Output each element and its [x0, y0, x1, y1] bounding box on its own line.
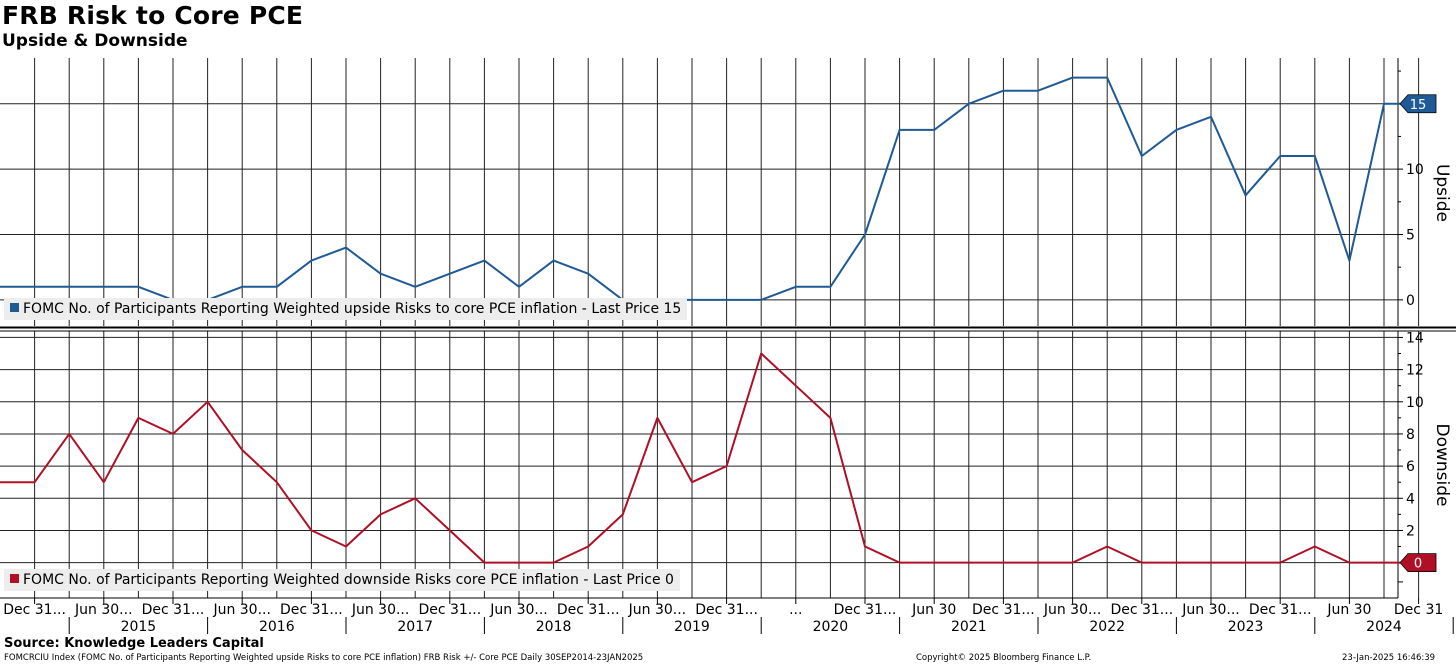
year-label: 2017 — [397, 619, 433, 635]
year-label: 2020 — [813, 619, 849, 635]
year-label: 2018 — [536, 619, 572, 635]
year-label: 2021 — [951, 619, 987, 635]
upside-legend-text: FOMC No. of Participants Reporting Weigh… — [23, 301, 682, 317]
x-tick-label: Jun 30 — [1326, 602, 1371, 618]
x-tick-label: Dec 31... — [695, 602, 758, 618]
upside-series-line — [0, 76, 1419, 301]
upside-axis-title: Upside — [1432, 164, 1452, 222]
x-tick-label: Dec 31... — [3, 602, 66, 618]
upside-last-price-flag — [1399, 94, 1437, 114]
downside-y-tick-label: 2 — [1406, 523, 1415, 539]
upside-y-tick-label: 0 — [1406, 293, 1415, 309]
downside-y-tick-label: 4 — [1406, 491, 1415, 507]
x-tick-label: Jun 30... — [212, 602, 271, 618]
x-tick-label: Jun 30... — [1181, 602, 1240, 618]
year-label: 2015 — [121, 619, 157, 635]
downside-legend: FOMC No. of Participants Reporting Weigh… — [4, 569, 680, 591]
x-tick-label: Dec 31... — [834, 602, 897, 618]
x-tick-label: ... — [789, 602, 802, 618]
downside-axis-title: Downside — [1432, 424, 1452, 507]
upside-y-tick-label: 10 — [1406, 162, 1424, 178]
year-label: 2023 — [1228, 619, 1264, 635]
year-label: 2016 — [259, 619, 295, 635]
chart-subtitle: Upside & Downside — [2, 31, 188, 51]
x-tick-label: Jun 30... — [351, 602, 410, 618]
upside-legend-swatch — [10, 303, 19, 312]
downside-y-tick-label: 8 — [1406, 427, 1415, 443]
x-tick-label: Dec 31... — [557, 602, 620, 618]
x-tick-label: Jun 30... — [1043, 602, 1102, 618]
downside-y-tick-label: 14 — [1406, 330, 1424, 346]
downside-series-line — [0, 352, 1419, 564]
downside-y-tick-label: 12 — [1406, 363, 1424, 379]
x-tick-label: Dec 31... — [418, 602, 481, 618]
x-tick-label: Dec 31... — [1110, 602, 1173, 618]
chart-title: FRB Risk to Core PCE — [2, 1, 304, 30]
downside-last-price-flag-label: 0 — [1414, 557, 1422, 572]
year-label: 2022 — [1089, 619, 1125, 635]
upside-legend: FOMC No. of Participants Reporting Weigh… — [4, 298, 688, 320]
upside-last-price-flag-label: 15 — [1410, 98, 1427, 113]
year-label: 2024 — [1366, 619, 1402, 635]
x-tick-label: Dec 31... — [1249, 602, 1312, 618]
downside-y-tick-label: 6 — [1406, 459, 1415, 475]
footer-left: FOMCRCIU Index (FOMC No. of Participants… — [4, 653, 644, 663]
footer-timestamp: 23-Jan-2025 16:46:39 — [1342, 653, 1436, 663]
downside-legend-swatch — [10, 574, 19, 583]
downside-last-price-flag — [1399, 553, 1437, 573]
x-tick-label: Jun 30 — [911, 602, 956, 618]
x-tick-label: Jun 30... — [628, 602, 687, 618]
x-tick-label: Dec 31... — [972, 602, 1035, 618]
x-tick-label: Dec 31... — [280, 602, 343, 618]
upside-y-tick-label: 5 — [1406, 227, 1415, 243]
footer-copyright: Copyright© 2025 Bloomberg Finance L.P. — [916, 653, 1092, 663]
source-note: Source: Knowledge Leaders Capital — [4, 636, 264, 651]
x-tick-label: Jun 30... — [74, 602, 133, 618]
year-label: 2019 — [674, 619, 710, 635]
x-tick-label: Dec 31... — [142, 602, 205, 618]
x-tick-label: Jun 30... — [489, 602, 548, 618]
downside-legend-text: FOMC No. of Participants Reporting Weigh… — [23, 572, 674, 588]
x-tick-label: Dec 31 — [1394, 602, 1443, 618]
downside-y-tick-label: 10 — [1406, 395, 1424, 411]
